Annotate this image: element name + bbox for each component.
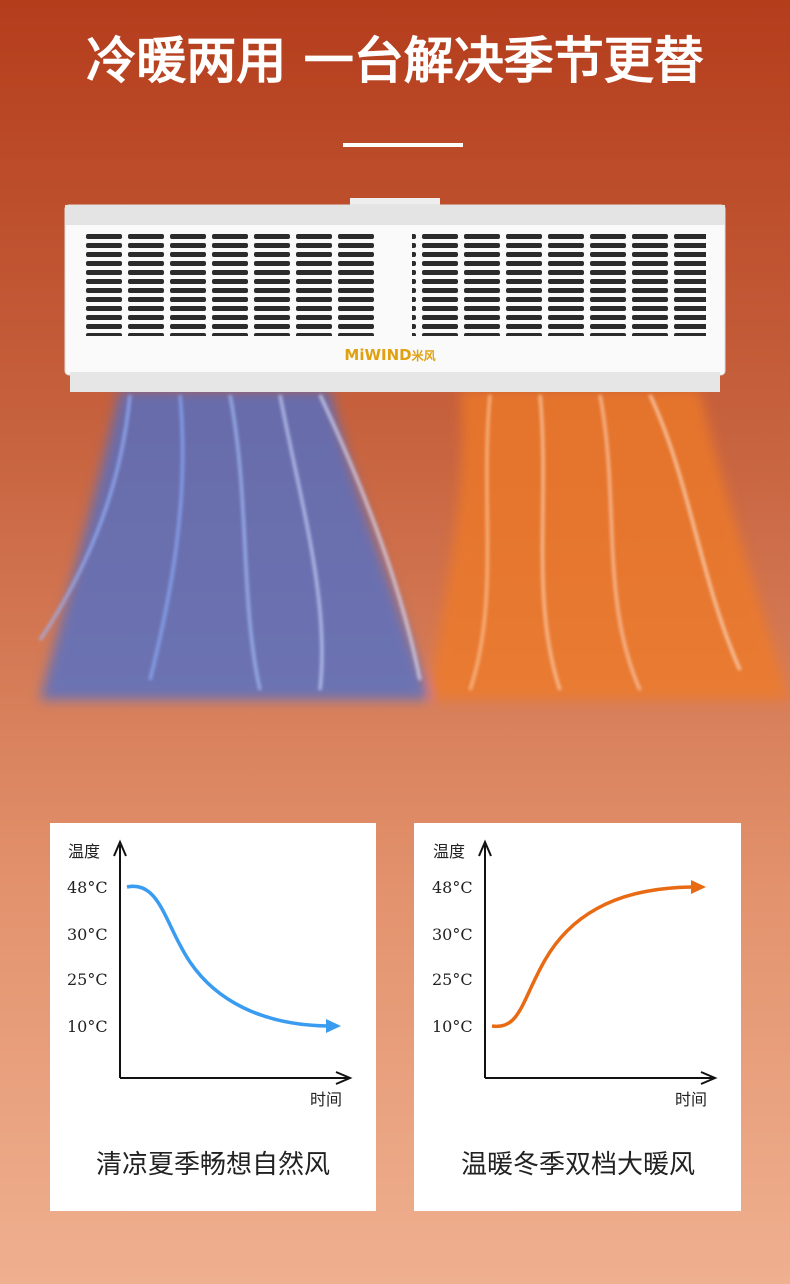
tick-label: 10°C (432, 1017, 473, 1036)
arrow (326, 1019, 341, 1033)
tick-label: 48°C (432, 878, 473, 897)
tick-label: 10°C (67, 1017, 108, 1036)
cold-air (40, 390, 430, 700)
warm-air (430, 390, 790, 700)
caption: 清凉夏季畅想自然风 (96, 1150, 330, 1180)
tick-label: 30°C (432, 925, 473, 944)
brand: MiWIND米风 (344, 346, 435, 364)
air-curtain: MiWIND米风 (64, 198, 726, 392)
axes (113, 839, 353, 1085)
curve (491, 885, 693, 1029)
y-label: 温度 (433, 842, 465, 861)
x-label: 时间 (675, 1090, 707, 1109)
tick-label: 25°C (432, 970, 473, 989)
tick-label: 25°C (67, 970, 108, 989)
airflow (38, 390, 790, 700)
caption: 温暖冬季双档大暖风 (461, 1150, 695, 1180)
divider (343, 143, 463, 147)
card-warm: 温度 48°C 30°C 25°C 10°C 时间 温暖冬季双档大暖风 (414, 823, 741, 1211)
x-label: 时间 (310, 1090, 342, 1109)
card-cold: 温度 48°C 30°C 25°C 10°C 时间 清凉夏季畅想自然风 (50, 823, 376, 1211)
y-label: 温度 (68, 842, 100, 861)
title: 冷暖两用 一台解决季节更替 (86, 32, 703, 90)
tick-label: 48°C (67, 878, 108, 897)
arrow (691, 880, 706, 894)
tick-label: 30°C (67, 925, 108, 944)
axes (478, 839, 718, 1085)
curve (126, 884, 329, 1028)
